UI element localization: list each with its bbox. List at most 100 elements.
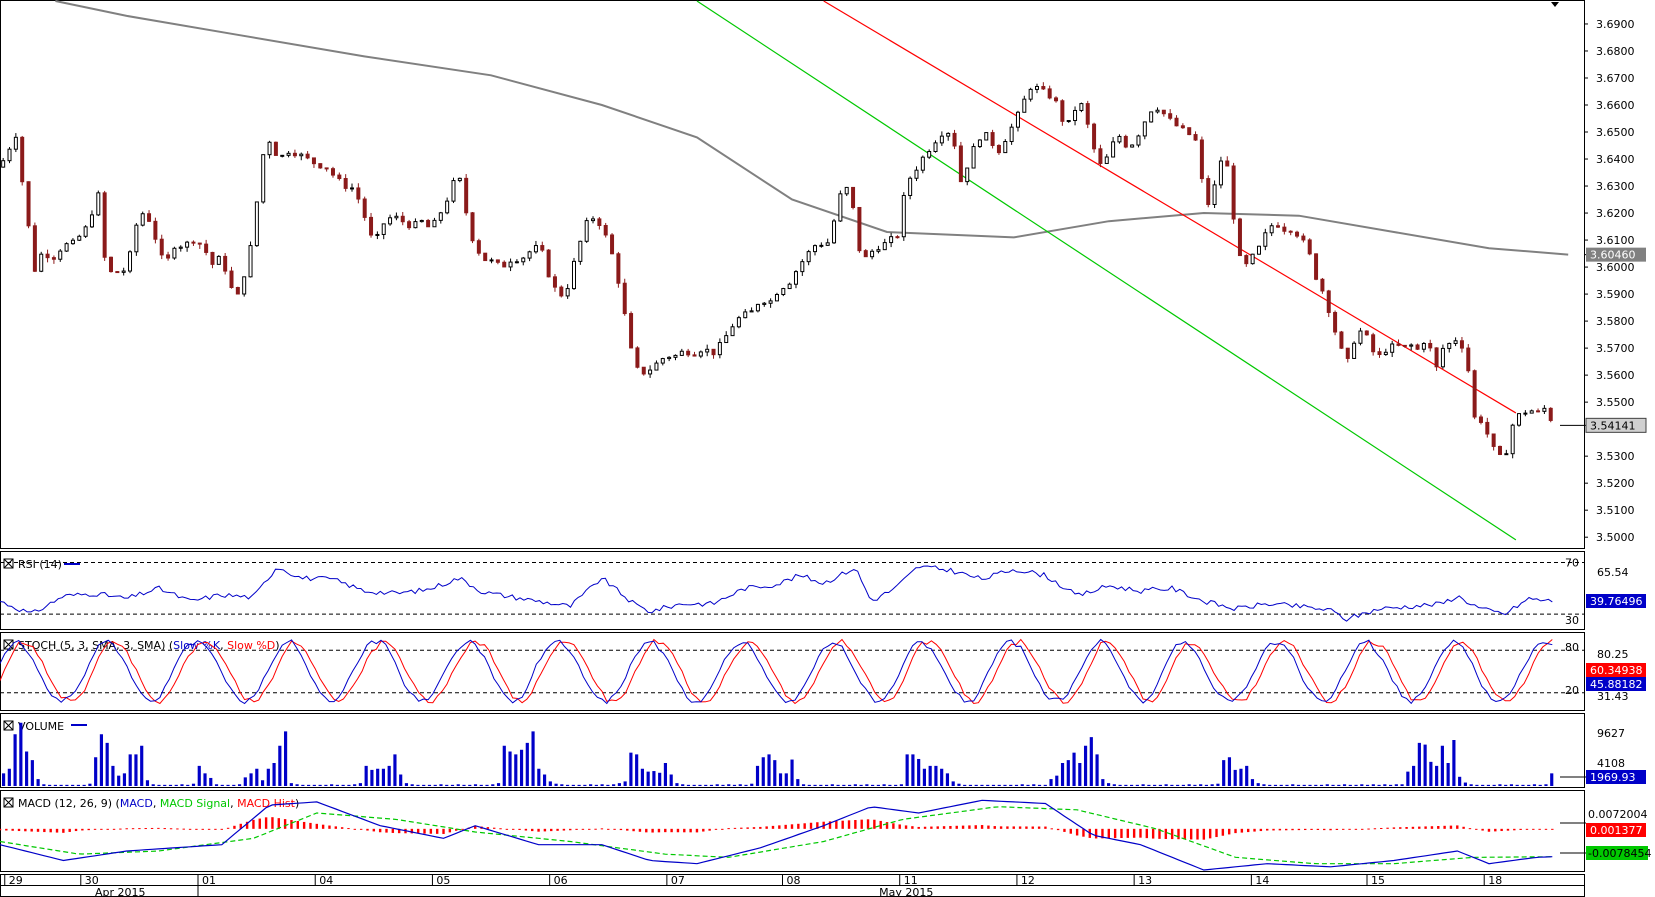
macd-hist-bar	[835, 821, 838, 829]
stoch-pane-frame	[0, 632, 1585, 711]
macd-hist-bar	[866, 819, 870, 829]
stoch-close-icon[interactable]	[3, 639, 14, 650]
candle-body	[1491, 433, 1496, 447]
candle-body	[1282, 226, 1287, 232]
macd-hist-bar	[1532, 828, 1535, 830]
candle-body	[1237, 218, 1242, 257]
volume-bar	[715, 784, 719, 786]
candle-body	[26, 181, 31, 227]
macd-hist-bar	[461, 828, 464, 830]
candle-body	[324, 167, 329, 170]
macd-hist-bar	[423, 828, 426, 834]
volume-bar	[537, 768, 541, 786]
macd-hist-bar	[759, 826, 762, 829]
candle-body	[1339, 331, 1344, 349]
macd-hist-bar	[607, 828, 610, 830]
volume-bar	[88, 783, 92, 786]
macd-hist-bar	[600, 828, 604, 830]
volume-bar	[30, 760, 34, 786]
volume-bar	[174, 784, 178, 786]
macd-hist-bar	[347, 828, 350, 830]
macd-hist-bar	[968, 825, 971, 829]
candle-body	[597, 218, 602, 227]
macd-close-icon[interactable]	[3, 797, 14, 808]
candle-body	[743, 311, 748, 319]
last-price-tag: 3.54141	[1560, 417, 1647, 433]
volume-bar	[1348, 784, 1352, 786]
volume-bar	[704, 784, 708, 786]
moving-average-line	[55, 0, 1569, 256]
candle-body	[1333, 311, 1338, 333]
macd-hist-bar	[1208, 828, 1212, 839]
date-axis: 29 30 01 04 05 06 07 08 11 12 13 14 15 18 Apr 2015 May …	[0, 874, 1585, 897]
candle-body	[1536, 410, 1541, 413]
volume-bar	[94, 757, 98, 786]
volume-bar	[888, 784, 892, 786]
volume-bar	[773, 760, 777, 786]
volume-bar	[1020, 784, 1024, 786]
volume-bar	[1319, 784, 1324, 786]
macd-hist-bar	[1266, 828, 1269, 831]
volume-bar	[1417, 742, 1421, 786]
stoch-level-80-label: 80	[1565, 641, 1579, 654]
volume-bar	[450, 784, 455, 786]
volume-bar	[796, 779, 800, 786]
volume-bar	[1112, 784, 1116, 786]
macd-hist-bar	[359, 828, 363, 830]
volume-bar	[1130, 784, 1134, 786]
candle-body	[844, 186, 849, 195]
volume-bar	[1423, 744, 1427, 786]
volume-bar	[778, 773, 783, 786]
macd-hist-bar	[993, 826, 996, 829]
volume-bar	[1291, 784, 1295, 786]
candle-body	[153, 220, 158, 240]
volume-bar	[105, 742, 109, 786]
candle-body	[1459, 340, 1464, 349]
volume-bar	[1124, 784, 1128, 786]
volume-bar	[13, 734, 17, 786]
volume-bar	[1469, 784, 1473, 786]
volume-bar	[1325, 784, 1329, 786]
volume-bar	[220, 784, 224, 786]
macd-hist-bar	[1373, 828, 1377, 830]
scroll-marker-icon[interactable]	[1551, 2, 1559, 7]
volume-bar	[260, 780, 265, 786]
volume-bar	[42, 784, 46, 786]
volume-bar	[301, 784, 305, 786]
rsi-close-icon[interactable]	[3, 558, 14, 569]
macd-hist-bar	[809, 822, 813, 829]
macd-hist-bar	[816, 822, 819, 829]
volume-bar	[997, 784, 1001, 786]
macd-hist-bar	[1354, 828, 1358, 830]
volume-bar	[721, 784, 725, 786]
candle-body	[45, 253, 50, 259]
stoch-k-line	[0, 638, 1553, 705]
candle-body	[1231, 165, 1236, 220]
macd-hist-bar	[81, 828, 84, 831]
candle-body	[1015, 111, 1020, 128]
volume-bar	[381, 768, 386, 786]
volume-bar	[422, 784, 426, 786]
macd-hist-bar	[974, 825, 977, 829]
macd-hist-bar	[841, 820, 844, 829]
volume-bar	[813, 784, 817, 786]
candle-body	[1206, 178, 1211, 205]
volume-bar	[1481, 784, 1485, 786]
macd-hist-bar	[1405, 827, 1408, 829]
macd-hist-bar	[714, 828, 718, 830]
macd-hist-bar	[1456, 825, 1459, 829]
candle-body	[159, 238, 164, 256]
volume-bar	[698, 784, 702, 786]
candle-body	[584, 220, 589, 242]
volume-close-icon[interactable]	[3, 720, 14, 731]
candle-body	[102, 192, 107, 258]
candle-body	[77, 235, 82, 241]
volume-bar	[145, 780, 150, 786]
volume-bar	[1049, 779, 1053, 786]
volume-bar	[7, 768, 11, 786]
candle-body	[990, 132, 995, 146]
volume-bar	[848, 784, 852, 786]
volume-bar	[738, 784, 742, 786]
price-pane-frame	[0, 0, 1585, 549]
macd-hist-bar	[1018, 826, 1022, 829]
